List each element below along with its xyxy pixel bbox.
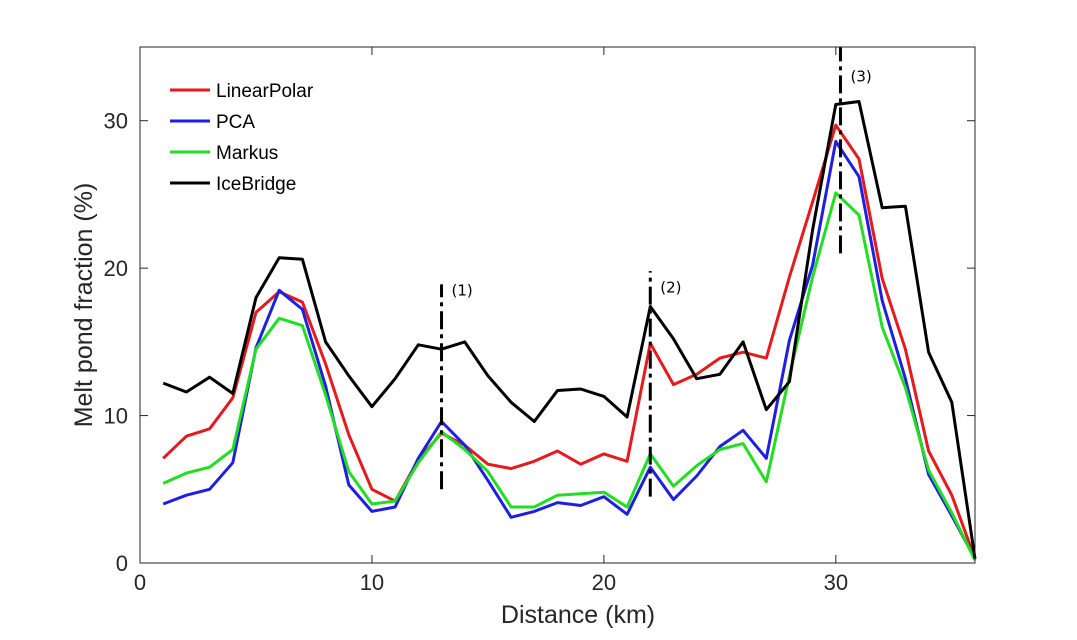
- x-tick-label: 10: [360, 570, 384, 595]
- y-tick-label: 0: [116, 551, 128, 576]
- x-tick-label: 20: [592, 570, 616, 595]
- y-tick-label: 30: [104, 109, 128, 134]
- x-tick-label: 0: [134, 570, 146, 595]
- legend-label: IceBridge: [216, 174, 296, 195]
- x-ticks: 0 10 20 30: [134, 47, 848, 595]
- annotation-label: (3): [850, 67, 871, 85]
- legend-label: LinearPolar: [216, 81, 314, 102]
- annotation-label: (1): [452, 281, 473, 299]
- legend-label: PCA: [216, 112, 255, 133]
- plot-area: [140, 47, 975, 563]
- annotation-layer: (1) (2) (3): [440, 47, 872, 497]
- x-tick-label: 30: [824, 570, 848, 595]
- y-tick-label: 10: [104, 404, 128, 429]
- y-axis-title: Melt pond fraction (%): [70, 183, 98, 428]
- x-axis-title: Distance (km): [501, 601, 655, 629]
- annotation-label: (2): [660, 278, 681, 296]
- legend: LinearPolar PCA Markus IceBridge: [170, 81, 314, 195]
- plot-frame: [139, 46, 976, 564]
- legend-label: Markus: [216, 143, 278, 164]
- y-ticks: 0 10 20 30: [104, 109, 975, 576]
- y-tick-label: 20: [104, 256, 128, 281]
- series-line-icebridge: [162, 100, 977, 559]
